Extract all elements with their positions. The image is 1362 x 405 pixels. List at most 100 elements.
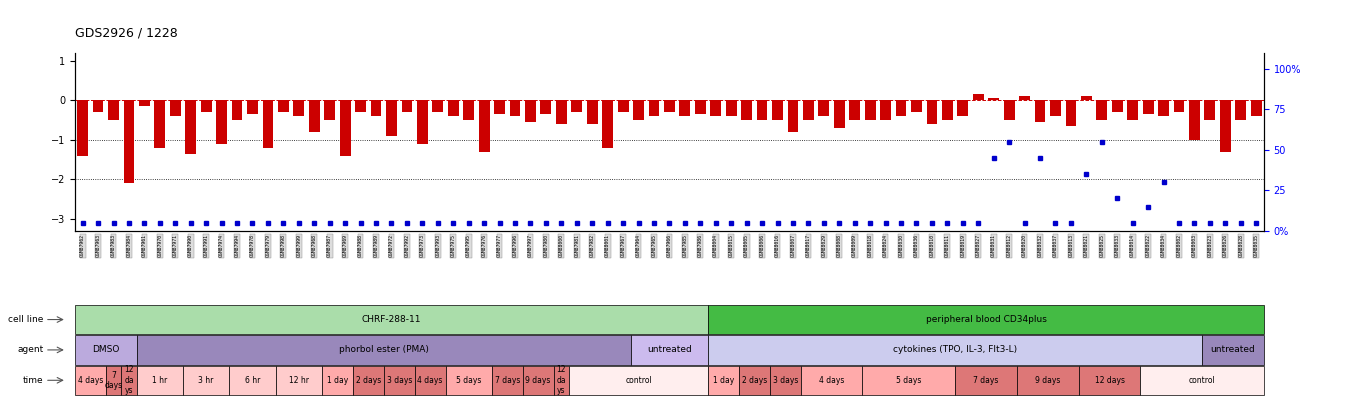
Bar [618,100,628,112]
Text: GSM87962: GSM87962 [80,234,86,257]
Bar [1128,100,1139,120]
Bar [648,100,659,116]
Text: 2 days: 2 days [355,376,381,385]
Text: GSM87976: GSM87976 [482,234,486,257]
Text: GSM88022: GSM88022 [1145,234,1151,257]
Bar [757,100,767,120]
Text: cell line: cell line [8,315,44,324]
Text: GSM87974: GSM87974 [219,234,225,257]
Bar [263,100,274,148]
Bar [957,100,968,116]
Bar [711,100,720,116]
Text: GSM87968: GSM87968 [312,234,317,257]
Text: 1 day: 1 day [712,376,734,385]
Text: GSM88006: GSM88006 [760,234,764,257]
Bar [1204,100,1215,120]
Text: 7
days: 7 days [105,371,123,390]
Text: 3 days: 3 days [387,376,411,385]
Text: GSM87987: GSM87987 [327,234,332,257]
Bar [370,100,381,116]
Text: GSM87997: GSM87997 [528,234,533,257]
Bar [1111,100,1122,112]
Bar [183,366,229,395]
Text: GSM88008: GSM88008 [836,234,842,257]
Bar [569,366,708,395]
Text: agent: agent [18,345,44,354]
Text: GSM88003: GSM88003 [1192,234,1197,257]
Text: GSM87985: GSM87985 [682,234,688,257]
Bar [665,100,674,112]
Bar [955,366,1017,395]
Bar [819,100,829,116]
Bar [1081,96,1092,100]
Text: cytokines (TPO, IL-3, Flt3-L): cytokines (TPO, IL-3, Flt3-L) [893,345,1017,354]
Bar [232,100,242,120]
Bar [139,100,150,106]
Bar [339,100,350,156]
Bar [541,100,552,114]
Bar [1189,100,1200,140]
Text: GSM88016: GSM88016 [775,234,780,257]
Bar [631,335,708,364]
Text: 4 days: 4 days [78,376,104,385]
Text: GSM87971: GSM87971 [173,234,178,257]
Text: GSM87972: GSM87972 [390,234,394,257]
Bar [124,100,135,183]
Text: 12
da
ys: 12 da ys [124,365,133,395]
Bar [726,100,737,116]
Bar [492,366,523,395]
Text: 12
da
ys: 12 da ys [557,365,567,395]
Bar [741,100,752,120]
Text: GSM88000: GSM88000 [558,234,564,257]
Text: GSM87982: GSM87982 [590,234,595,257]
Bar [414,366,445,395]
Bar [1250,100,1261,116]
Bar [355,100,366,112]
Text: 6 hr: 6 hr [245,376,260,385]
Text: 4 days: 4 days [417,376,443,385]
Text: GSM87992: GSM87992 [405,234,410,257]
Bar [417,100,428,144]
Text: GSM87989: GSM87989 [373,234,379,257]
Bar [708,366,740,395]
Bar [708,305,1264,334]
Text: GSM88013: GSM88013 [1068,234,1073,257]
Text: GSM87966: GSM87966 [667,234,671,257]
Text: GSM88011: GSM88011 [945,234,949,257]
Bar [78,100,89,156]
Bar [523,366,553,395]
Bar [1235,100,1246,120]
Text: 9 days: 9 days [526,376,550,385]
Bar [463,100,474,120]
Bar [384,366,414,395]
Bar [229,366,275,395]
Bar [185,100,196,153]
Bar [1174,100,1185,112]
Bar [770,366,801,395]
Text: GSM88034: GSM88034 [1160,234,1166,257]
Text: GSM87975: GSM87975 [451,234,456,257]
Text: GSM87983: GSM87983 [112,234,116,257]
Text: 7 days: 7 days [494,376,520,385]
Text: GSM88015: GSM88015 [729,234,734,257]
Text: 12 hr: 12 hr [289,376,309,385]
Bar [553,366,569,395]
Text: GSM87996: GSM87996 [512,234,518,257]
Text: GSM88002: GSM88002 [1177,234,1181,257]
Text: GSM88029: GSM88029 [821,234,827,257]
Bar [1017,366,1079,395]
Bar [1220,100,1231,151]
Bar [200,100,211,112]
Text: 3 days: 3 days [772,376,798,385]
Bar [75,305,708,334]
Text: control: control [625,376,652,385]
Bar [804,100,814,120]
Text: GSM87979: GSM87979 [266,234,271,257]
Text: time: time [23,376,44,385]
Text: GSM88030: GSM88030 [899,234,903,257]
Text: 5 days: 5 days [896,376,922,385]
Text: GSM88031: GSM88031 [992,234,996,257]
Text: 12 days: 12 days [1095,376,1125,385]
Bar [1096,100,1107,120]
Text: GSM88035: GSM88035 [1253,234,1258,257]
